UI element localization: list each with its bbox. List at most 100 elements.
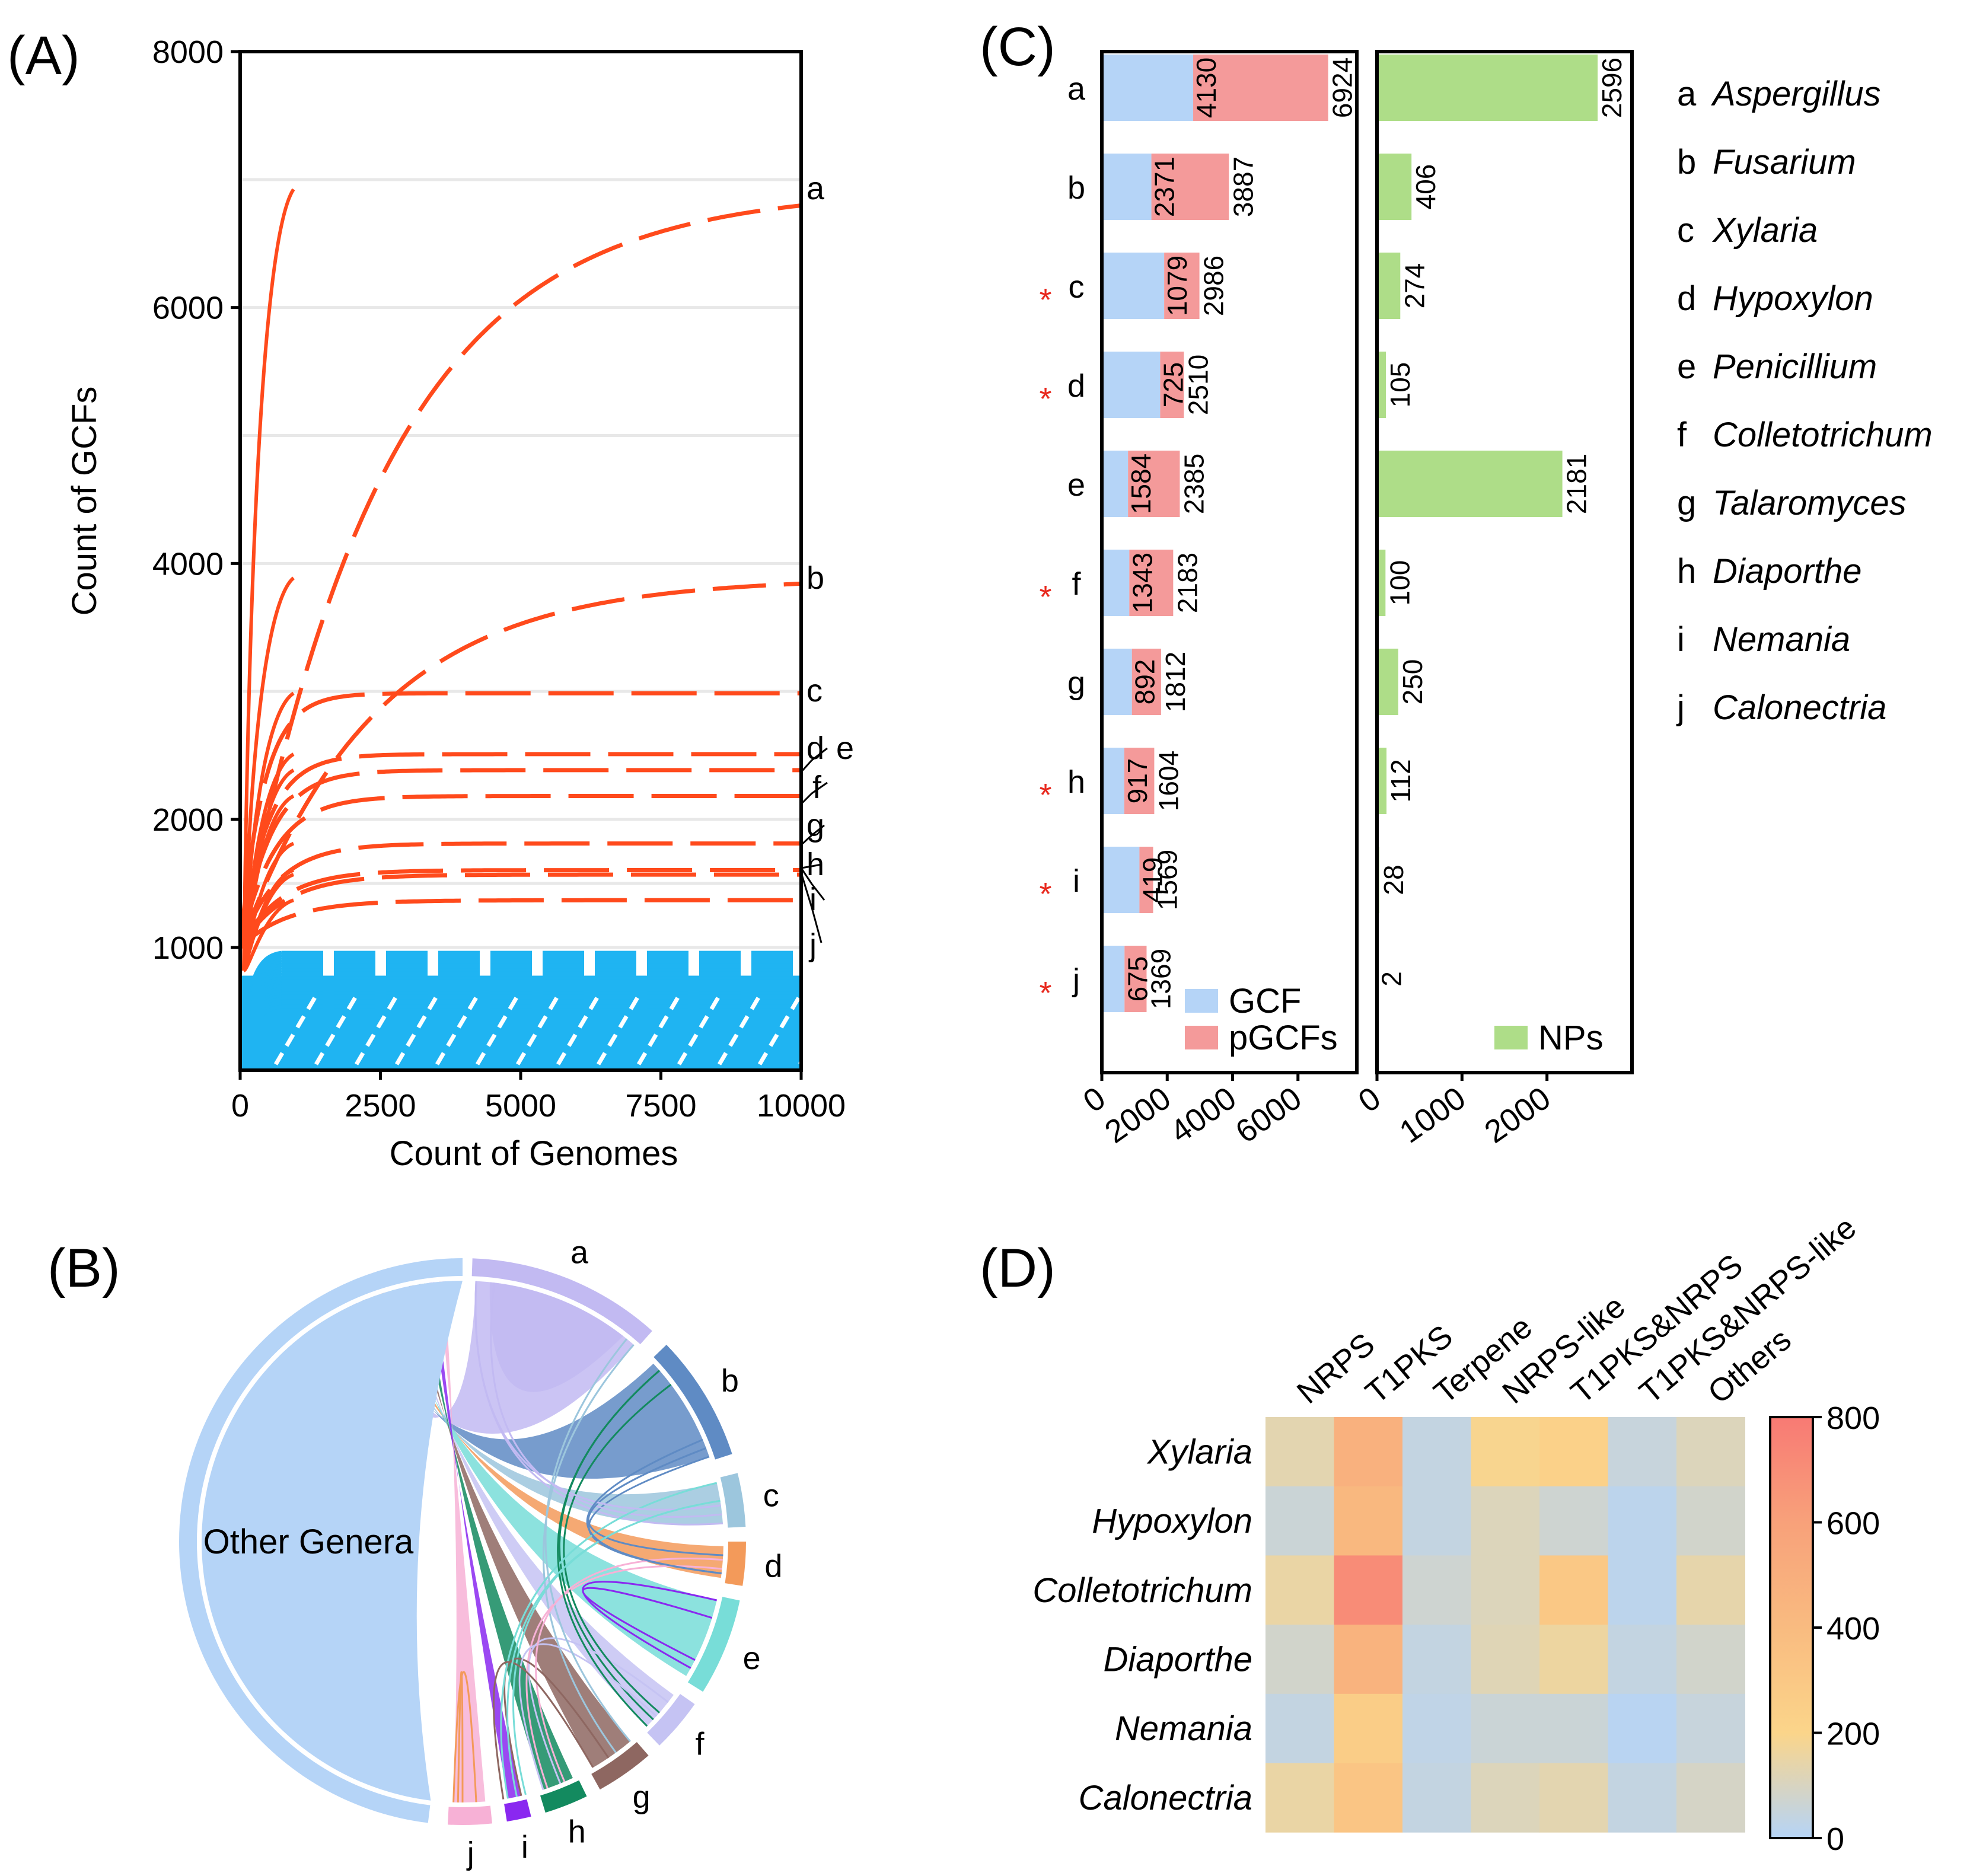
a-label-leader bbox=[800, 747, 828, 773]
b-label: c bbox=[763, 1478, 779, 1513]
a-y-tick-label: 2000 bbox=[152, 802, 224, 838]
a-gridlines bbox=[240, 178, 801, 949]
b-ribbon-g bbox=[409, 1285, 630, 1768]
c-label-pgcf: 892 bbox=[1130, 659, 1161, 705]
a-blue-texture bbox=[354, 992, 400, 1065]
c-label-pgcf: 4130 bbox=[1191, 58, 1222, 118]
c-label-np: 2596 bbox=[1596, 58, 1627, 118]
c-genus-key-name: Xylaria bbox=[1711, 211, 1818, 250]
b-label: h bbox=[568, 1814, 586, 1849]
a-curve-rise-j bbox=[243, 898, 295, 972]
c-label-pgcf: 1343 bbox=[1127, 553, 1158, 613]
b-other-genera-fill bbox=[202, 1281, 463, 1801]
d-colorbar-tick-label: 800 bbox=[1826, 1400, 1880, 1436]
a-curve-c bbox=[238, 691, 801, 948]
b-label: f bbox=[695, 1727, 705, 1762]
c-bar-pgcf-g bbox=[1131, 649, 1161, 715]
c-label-np: 28 bbox=[1378, 864, 1409, 895]
d-cell bbox=[1676, 1693, 1745, 1763]
b-label: a bbox=[570, 1234, 589, 1270]
panel-label-a: (A) bbox=[7, 25, 80, 86]
c-left-tick-label: 6000 bbox=[1229, 1080, 1308, 1150]
c-bar-np-b bbox=[1377, 154, 1412, 220]
b-thin-link bbox=[588, 1447, 723, 1556]
b-ribbon-c bbox=[371, 1295, 723, 1525]
c-category-label: d bbox=[1067, 368, 1085, 404]
a-y-tick-label: 8000 bbox=[152, 34, 224, 70]
c-label-np: 406 bbox=[1410, 164, 1441, 210]
d-cell bbox=[1471, 1763, 1540, 1833]
c-right-tick-label: 2000 bbox=[1478, 1080, 1557, 1150]
b-arc-h bbox=[540, 1780, 587, 1813]
d-cell bbox=[1676, 1486, 1745, 1556]
a-curve-rise-a bbox=[242, 188, 295, 971]
b-thin-link bbox=[557, 1370, 661, 1727]
c-bar-np-d bbox=[1377, 352, 1386, 418]
b-ribbon-b bbox=[361, 1298, 710, 1479]
panel-label-c: (C) bbox=[980, 17, 1056, 77]
b-arc-e bbox=[687, 1597, 740, 1692]
c-right-tick-label: 1000 bbox=[1393, 1080, 1472, 1150]
d-cell bbox=[1471, 1555, 1540, 1625]
d-cell bbox=[1608, 1417, 1677, 1487]
d-colorbar-ticks: 0 200 400 600 800 bbox=[1813, 1400, 1880, 1857]
b-label: e bbox=[743, 1641, 761, 1676]
a-blue-texture bbox=[556, 992, 602, 1065]
c-genus-key-name: Fusarium bbox=[1713, 143, 1856, 181]
d-cell bbox=[1608, 1693, 1677, 1763]
a-y-tick-label: 6000 bbox=[152, 291, 224, 326]
b-arc-b bbox=[654, 1344, 732, 1460]
c-left-frame bbox=[1100, 50, 1359, 1074]
a-curve-a bbox=[238, 203, 802, 948]
b-arc-g bbox=[591, 1742, 649, 1790]
c-bar-np-h bbox=[1377, 748, 1387, 814]
d-row-label: Colletotrichum bbox=[1032, 1571, 1252, 1610]
d-cell bbox=[1402, 1486, 1471, 1556]
c-significance-asterisk: * bbox=[1039, 579, 1051, 615]
b-thin-link bbox=[535, 1558, 723, 1782]
b-thin-link bbox=[582, 1587, 713, 1661]
c-category-label: j bbox=[1072, 962, 1080, 998]
b-arc-c bbox=[720, 1473, 746, 1528]
a-label-leader bbox=[800, 781, 828, 805]
d-cell bbox=[1471, 1625, 1540, 1695]
a-blue-texture bbox=[435, 992, 481, 1065]
a-blue-texture bbox=[757, 992, 804, 1065]
c-bar-np-g bbox=[1377, 649, 1398, 715]
d-colorbar-tick-label: 600 bbox=[1826, 1506, 1880, 1542]
b-thin-link bbox=[542, 1344, 635, 1753]
a-blue-texture bbox=[677, 992, 723, 1065]
c-genus-key-name: Aspergillus bbox=[1711, 75, 1881, 113]
d-cell bbox=[1265, 1693, 1334, 1763]
b-thin-link bbox=[582, 1581, 718, 1669]
b-arc-j bbox=[447, 1805, 492, 1825]
a-x-ticks: 0 2500 5000 7500 10000 bbox=[231, 1070, 846, 1124]
c-legend-swatch-gcf bbox=[1185, 989, 1218, 1013]
c-left-tick-label: 4000 bbox=[1164, 1080, 1243, 1150]
b-arc-d bbox=[725, 1542, 746, 1586]
a-curve-rise-i bbox=[242, 873, 295, 971]
d-cell bbox=[1265, 1625, 1334, 1695]
c-label-total: 1569 bbox=[1152, 850, 1182, 910]
d-cell bbox=[1265, 1486, 1334, 1556]
a-curve-label: g bbox=[807, 808, 824, 843]
c-category-label: b bbox=[1067, 170, 1085, 206]
c-bar-pgcf-d bbox=[1160, 352, 1184, 418]
c-legend-swatch-nps bbox=[1494, 1026, 1528, 1049]
c-label-total: 3887 bbox=[1228, 157, 1258, 217]
c-bar-pgcf-c bbox=[1164, 253, 1200, 319]
c-label-np: 105 bbox=[1385, 362, 1416, 408]
a-blue-texture bbox=[515, 992, 562, 1065]
d-cell bbox=[1676, 1625, 1745, 1695]
d-cell bbox=[1265, 1763, 1334, 1833]
a-curve-i bbox=[238, 872, 801, 949]
d-cell bbox=[1402, 1555, 1471, 1625]
a-blue-texture bbox=[636, 992, 683, 1065]
b-ribbon-d bbox=[380, 1292, 723, 1578]
a-curve-label: j bbox=[808, 927, 817, 963]
c-significance-asterisk: * bbox=[1039, 777, 1051, 813]
b-thin-link bbox=[457, 1671, 464, 1803]
